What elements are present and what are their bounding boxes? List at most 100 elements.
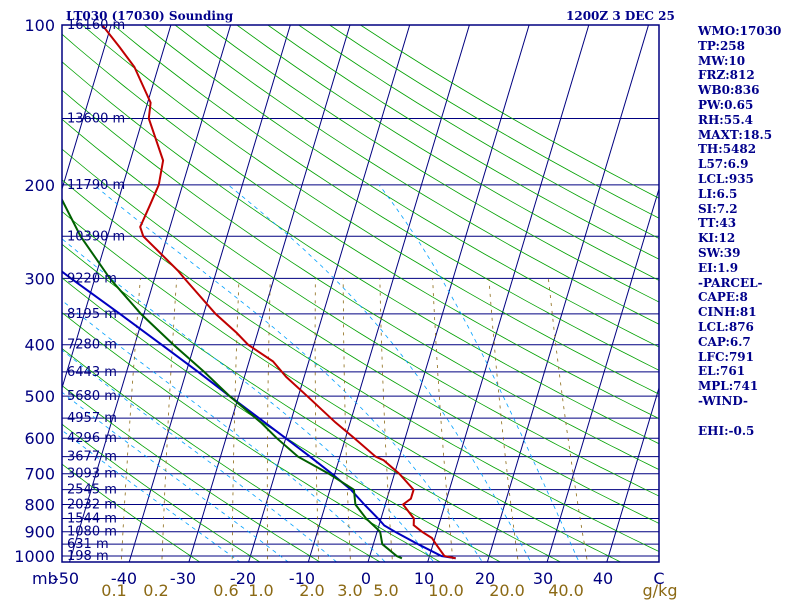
dry-adiabat-line <box>62 118 659 497</box>
mixing-ratio-line <box>379 278 393 562</box>
index-line: LI:6.5 <box>698 186 738 201</box>
index-line: MAXT:18.5 <box>698 127 773 142</box>
temperature-tick-label: 40 <box>593 569 613 588</box>
mixing-ratio-tick-label: 10.0 <box>428 581 464 600</box>
height-label: 4296 m <box>67 431 117 446</box>
isotherm-line <box>68 25 232 562</box>
temperature-tick-label: -10 <box>289 569 315 588</box>
mixing-ratio-tick-label: 20.0 <box>489 581 525 600</box>
index-line: PW:0.65 <box>698 97 754 112</box>
mixing-ratio-line <box>120 278 141 562</box>
dry-adiabat-line <box>62 385 321 562</box>
dry-adiabat-line <box>298 25 659 239</box>
mixing-ratio-line <box>231 278 240 562</box>
index-line: EI:1.9 <box>698 260 739 275</box>
station-title: LT030 (17030) Sounding <box>66 9 234 23</box>
dry-adiabat-line <box>62 423 261 562</box>
isotherm-line <box>486 25 650 562</box>
temperature-tick-label: C <box>653 569 664 588</box>
dry-adiabat-line <box>62 277 502 562</box>
mixing-ratio-tick-label: 3.0 <box>337 581 362 600</box>
mixing-ratio-line <box>488 278 519 562</box>
isotherm-line <box>248 25 411 562</box>
height-label: 4957 m <box>67 411 117 426</box>
sounding-time: 1200Z 3 DEC 25 <box>566 9 675 23</box>
isotherm-line <box>62 25 172 390</box>
mixing-ratio-line <box>314 278 320 562</box>
isotherm-line <box>128 25 291 562</box>
moist-adiabat-line <box>62 429 241 562</box>
dry-adiabat-line <box>143 25 659 348</box>
height-label: 1544 m <box>67 512 117 527</box>
temperature-tick-label: -20 <box>230 569 256 588</box>
mixing-ratio-tick-label: 0.2 <box>143 581 168 600</box>
height-label: 2545 m <box>67 483 117 498</box>
dewpoint-trace <box>62 197 403 560</box>
dry-adiabat-line <box>62 33 659 420</box>
index-line: MW:10 <box>698 53 746 68</box>
pressure-unit-label: mb <box>32 569 58 588</box>
index-panel: WMO:17030 TP:258 MW:10 FRZ:812 WB0:836 PW:0.6… <box>698 24 798 438</box>
dry-adiabat-line <box>267 25 659 260</box>
index-line: EL:761 <box>698 364 746 379</box>
isotherm-line <box>427 25 590 562</box>
dry-adiabat-line <box>112 25 659 371</box>
height-label: 16160 m <box>67 18 125 33</box>
mixing-ratio-tick-label: 1.0 <box>248 581 273 600</box>
index-line: TP:258 <box>698 38 746 53</box>
pressure-tick-label: 100 <box>24 16 55 35</box>
mixing-ratio-tick-label: 40.0 <box>548 581 584 600</box>
temperature-trace <box>101 25 456 560</box>
index-line: FRZ:812 <box>698 68 755 83</box>
index-line: SI:7.2 <box>698 201 738 216</box>
dry-adiabat-line <box>174 25 659 325</box>
index-line: L57:6.9 <box>698 157 749 172</box>
temperature-tick-label: -40 <box>111 569 137 588</box>
dry-adiabat-line <box>62 61 659 445</box>
temperature-tick-label: -30 <box>170 569 196 588</box>
mixing-ratio-line <box>548 278 588 562</box>
isotherm-line <box>307 25 470 562</box>
index-line: CINH:81 <box>698 305 757 320</box>
dry-adiabat-line <box>236 25 659 281</box>
index-line: -WIND- <box>698 393 748 408</box>
index-line: WMO:17030 <box>698 24 782 38</box>
dry-adiabat-line <box>62 347 381 562</box>
isotherm-line <box>62 25 112 191</box>
dry-adiabat-line <box>62 89 659 470</box>
index-line: MPL:741 <box>698 379 759 394</box>
height-label: 8195 m <box>67 307 117 322</box>
profiles-layer <box>62 25 456 560</box>
height-label: 7280 m <box>67 338 117 353</box>
index-line: RH:55.4 <box>698 112 753 127</box>
index-line: SW:39 <box>698 245 741 260</box>
dry-adiabat-line <box>62 463 201 562</box>
dry-adiabat-line <box>205 25 659 303</box>
index-line: CAP:6.7 <box>698 334 751 349</box>
height-label: 2032 m <box>67 498 117 513</box>
pressure-tick-label: 1000 <box>14 547 55 566</box>
temperature-tick-label: 20 <box>475 569 495 588</box>
mixing-ratio-tick-label: 0.6 <box>213 581 238 600</box>
index-line: TH:5482 <box>698 142 757 157</box>
mixing-ratio-tick-label: 0.1 <box>101 581 126 600</box>
height-label: 3093 m <box>67 467 117 482</box>
isotherm-line <box>367 25 530 562</box>
height-label: 198 m <box>67 549 109 564</box>
index-line: TT:43 <box>698 216 737 231</box>
pressure-tick-label: 900 <box>24 523 55 542</box>
height-label: 6443 m <box>67 365 117 380</box>
temperature-tick-label: -50 <box>53 569 79 588</box>
mixing-ratio-line <box>432 278 454 562</box>
dry-adiabat-line <box>62 312 442 562</box>
index-line: KI:12 <box>698 231 736 246</box>
mixing-ratio-tick-label: 2.0 <box>299 581 324 600</box>
height-label: 5680 m <box>67 389 117 404</box>
height-label: 11790 m <box>67 178 125 193</box>
dry-adiabat-line <box>62 211 622 562</box>
moist-adiabat-line <box>378 184 580 562</box>
index-line <box>698 409 798 424</box>
pressure-tick-label: 800 <box>24 496 55 515</box>
